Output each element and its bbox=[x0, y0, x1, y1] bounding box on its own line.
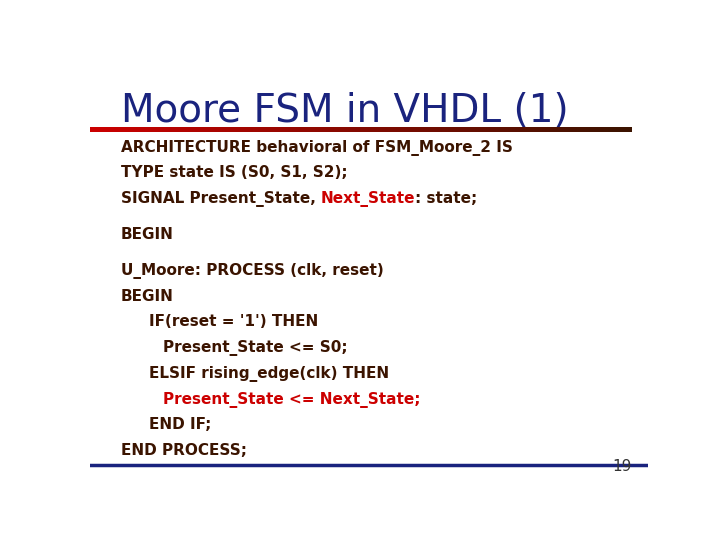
Text: Present_State <= Next_State;: Present_State <= Next_State; bbox=[163, 392, 420, 408]
Text: END IF;: END IF; bbox=[148, 417, 211, 433]
Text: U_Moore: PROCESS (clk, reset): U_Moore: PROCESS (clk, reset) bbox=[121, 263, 384, 279]
Text: TYPE state IS (S0, S1, S2);: TYPE state IS (S0, S1, S2); bbox=[121, 165, 347, 180]
Text: SIGNAL Present_State,: SIGNAL Present_State, bbox=[121, 191, 321, 207]
Text: BEGIN: BEGIN bbox=[121, 227, 174, 242]
Text: Present_State <= S0;: Present_State <= S0; bbox=[163, 340, 347, 356]
Text: END PROCESS;: END PROCESS; bbox=[121, 443, 247, 458]
Text: BEGIN: BEGIN bbox=[121, 288, 174, 303]
Text: ARCHITECTURE behavioral of FSM_Moore_2 IS: ARCHITECTURE behavioral of FSM_Moore_2 I… bbox=[121, 140, 513, 156]
Text: Next_State: Next_State bbox=[321, 191, 415, 207]
Text: ELSIF rising_edge(clk) THEN: ELSIF rising_edge(clk) THEN bbox=[148, 366, 389, 382]
Text: : state;: : state; bbox=[415, 191, 477, 206]
Text: 19: 19 bbox=[612, 460, 631, 474]
Text: Moore FSM in VHDL (1): Moore FSM in VHDL (1) bbox=[121, 92, 568, 130]
Text: IF(reset = '1') THEN: IF(reset = '1') THEN bbox=[148, 314, 318, 329]
